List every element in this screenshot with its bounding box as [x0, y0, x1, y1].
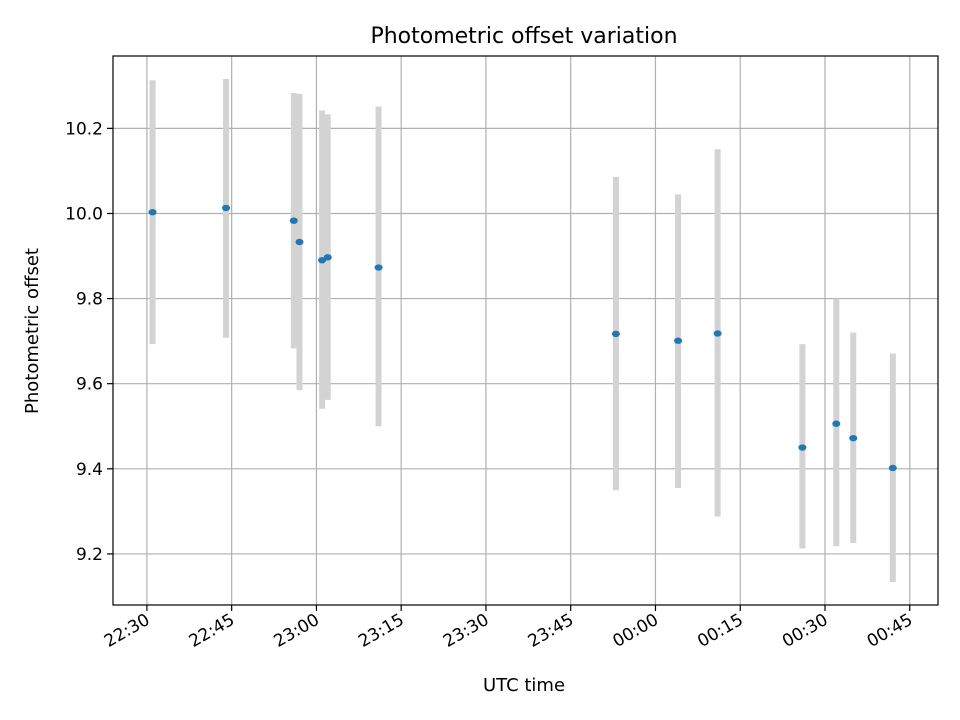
- y-tick-label: 9.6: [76, 375, 103, 395]
- x-tick-label: 23:30: [440, 610, 492, 652]
- grid-lines: [113, 56, 938, 605]
- y-tick-label: 9.4: [76, 460, 103, 480]
- x-axis-ticks: 22:30 22:45 23:00 23:15 23:30 23:45 00:00 00:15…: [101, 605, 916, 652]
- error-bars: [149, 78, 896, 583]
- y-tick-label: 10.0: [65, 204, 103, 224]
- x-tick-label: 23:00: [270, 610, 322, 652]
- x-tick-label: 22:30: [101, 610, 153, 652]
- data-point: [713, 330, 722, 337]
- x-tick-label: 00:45: [864, 610, 916, 652]
- data-point: [849, 434, 858, 442]
- data-point: [832, 420, 841, 427]
- data-points: [148, 204, 897, 472]
- x-tick-label: 00:15: [694, 610, 746, 652]
- y-tick-label: 9.2: [76, 545, 103, 565]
- data-point: [798, 444, 807, 451]
- y-axis-label: Photometric offset: [22, 248, 43, 414]
- data-point: [323, 254, 332, 261]
- x-tick-label: 00:00: [610, 610, 662, 652]
- data-point: [289, 217, 298, 224]
- data-point: [674, 337, 683, 344]
- data-point: [222, 204, 231, 212]
- y-tick-label: 9.8: [76, 290, 103, 310]
- data-point: [295, 238, 304, 246]
- data-point: [374, 264, 383, 271]
- y-axis-ticks: 9.2 9.4 9.6 9.8 10.0 10.2: [65, 119, 113, 565]
- y-tick-label: 10.2: [65, 119, 103, 139]
- x-tick-label: 22:45: [186, 610, 238, 652]
- x-axis-label: UTC time: [483, 675, 565, 696]
- data-point: [148, 208, 157, 216]
- data-point: [888, 464, 897, 472]
- data-point: [611, 330, 620, 338]
- plot-frame: [112, 55, 939, 606]
- chart-title: Photometric offset variation: [370, 24, 677, 49]
- x-tick-label: 00:30: [779, 610, 831, 652]
- data-point: [318, 257, 327, 264]
- x-tick-label: 23:45: [525, 610, 577, 652]
- x-tick-label: 23:15: [355, 610, 407, 652]
